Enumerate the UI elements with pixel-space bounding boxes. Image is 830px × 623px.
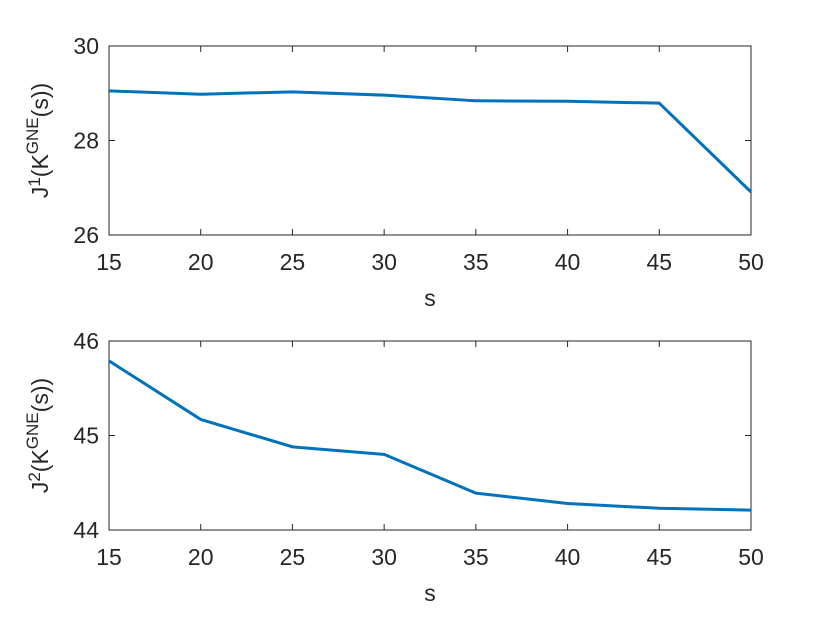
y-axis-label-part: 2 [25, 472, 44, 481]
x-tick-label: 35 [463, 544, 489, 570]
x-tick-label: 15 [96, 249, 122, 275]
x-tick-label: 45 [646, 249, 672, 275]
axes-box [108, 45, 752, 236]
x-tick-label: 25 [280, 544, 306, 570]
y-axis-label-part: (K [27, 154, 53, 178]
x-tick-label: 20 [188, 544, 214, 570]
x-tick-label: 50 [738, 249, 764, 275]
y-axis-label-part: J [27, 482, 53, 494]
x-axis-label: s [424, 285, 436, 311]
y-axis-label-part: GNE [23, 412, 42, 449]
y-axis-label-part: J [27, 187, 53, 199]
y-axis-label-part: (K [27, 449, 53, 473]
x-axis-label: s [424, 580, 436, 606]
y-tick-label: 28 [73, 128, 99, 154]
subplot: 44 45 46 15 20 25 30 35 40 45 50 s J2(KGNE(s)) [23, 328, 764, 606]
y-axis-label: J1(KGNE(s)) [23, 83, 53, 198]
subplot: 26 28 30 15 20 25 30 35 40 45 50 s J1(KGNE(s)) [23, 33, 764, 311]
x-tick-label: 35 [463, 249, 489, 275]
y-axis-label-part: (s)) [27, 378, 53, 412]
x-tick-label: 40 [555, 544, 581, 570]
data-line [108, 359, 752, 512]
y-tick-label: 26 [73, 222, 99, 248]
y-tick-label: 46 [73, 328, 99, 354]
x-tick-label: 45 [646, 544, 672, 570]
x-tick-label: 30 [371, 544, 397, 570]
x-tick-label: 15 [96, 544, 122, 570]
y-axis-label-part: GNE [23, 117, 42, 154]
x-tick-label: 50 [738, 544, 764, 570]
y-tick-label: 45 [73, 423, 99, 449]
y-tick-label: 30 [73, 33, 99, 59]
data-line [108, 89, 753, 194]
x-tick-label: 20 [188, 249, 214, 275]
x-tick-label: 30 [371, 249, 397, 275]
y-axis-label-part: 1 [25, 177, 44, 186]
axes-box [108, 340, 752, 531]
y-axis-label: J2(KGNE(s)) [23, 378, 53, 493]
x-tick-label: 25 [280, 249, 306, 275]
x-tick-label: 40 [555, 249, 581, 275]
y-tick-label: 44 [73, 517, 99, 543]
y-axis-label-part: (s)) [27, 83, 53, 117]
